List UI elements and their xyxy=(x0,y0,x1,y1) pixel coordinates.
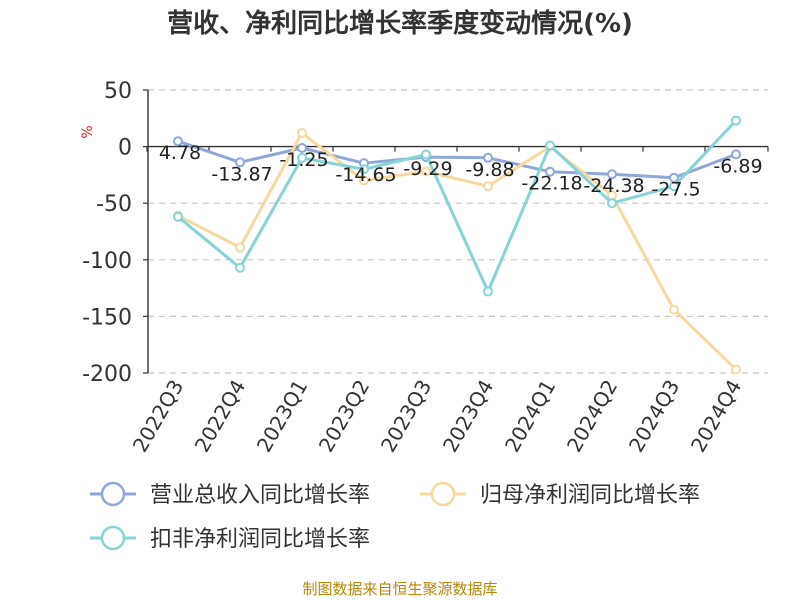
legend-item-2[interactable]: 归母净利润同比增长率 xyxy=(420,481,700,508)
series-3-point xyxy=(607,198,617,209)
data-label: 4.78 xyxy=(159,142,201,164)
x-tick-label: 2022Q3 xyxy=(128,376,188,457)
y-tick-label: -200 xyxy=(82,362,132,387)
series-3-point xyxy=(235,262,245,273)
series-1-point xyxy=(297,143,307,154)
series-3-point xyxy=(421,149,431,160)
legend-marker-icon xyxy=(100,525,126,551)
data-label: -24.38 xyxy=(583,175,644,197)
series-1-point xyxy=(483,152,493,163)
data-label: -27.5 xyxy=(651,179,700,201)
x-tick-label: 2022Q4 xyxy=(190,376,250,457)
series-2-point xyxy=(235,242,245,253)
gridlines xyxy=(148,89,768,374)
x-tick-label: 2024Q3 xyxy=(624,376,684,457)
y-tick-label: -50 xyxy=(96,192,132,217)
y-tick-label: -100 xyxy=(82,249,132,274)
legend-item-3[interactable]: 扣非净利润同比增长率 xyxy=(90,525,370,552)
x-tick-label: 2023Q1 xyxy=(252,376,312,457)
data-label: -13.87 xyxy=(211,163,272,185)
series-2-point xyxy=(483,181,493,192)
legend-marker-icon xyxy=(100,481,126,507)
legend-marker-icon xyxy=(430,481,456,507)
x-tick-label: 2024Q1 xyxy=(500,376,560,457)
legend-label: 归母净利润同比增长率 xyxy=(480,483,700,508)
series-1-point xyxy=(235,157,245,168)
series-line-2 xyxy=(177,131,738,371)
series-3-point xyxy=(669,181,679,192)
series-line-3 xyxy=(177,119,738,293)
y-tick-label: -150 xyxy=(82,305,132,330)
data-labels: 4.78 -13.87 -1.25 -14.65 -9.29 -9.88 -22.18 -24… xyxy=(159,142,763,201)
series-2-point xyxy=(297,128,307,139)
series-2-point xyxy=(669,304,679,315)
data-label: -6.89 xyxy=(713,155,762,177)
series-3-point xyxy=(483,286,493,297)
series-1-point xyxy=(731,149,741,160)
y-tick-label: 0 xyxy=(118,136,132,161)
series-1-point xyxy=(607,169,617,180)
x-tick-label: 2023Q4 xyxy=(438,376,498,457)
data-label: -22.18 xyxy=(521,173,582,195)
legend-label: 营业总收入同比增长率 xyxy=(150,483,370,508)
series-line-1 xyxy=(177,139,737,180)
x-tick-label: 2023Q3 xyxy=(376,376,436,457)
y-tick-label: 50 xyxy=(104,79,132,104)
data-label: -9.29 xyxy=(403,158,452,180)
series-3-point xyxy=(545,140,555,151)
series-3-point xyxy=(173,211,183,222)
series-group xyxy=(173,115,741,375)
y-axis-label: % xyxy=(80,125,96,138)
series-3-point xyxy=(359,164,369,175)
series-1-point xyxy=(545,166,555,177)
series-3-point xyxy=(731,115,741,126)
x-tick-label: 2023Q2 xyxy=(314,376,374,457)
series-3-point xyxy=(297,152,307,163)
data-label: -1.25 xyxy=(279,149,328,171)
chart-title: 营收、净利同比增长率季度变动情况(%) xyxy=(167,8,633,39)
series-2-point xyxy=(731,364,741,375)
source-note: 制图数据来自恒生聚源数据库 xyxy=(302,580,497,598)
data-label: -9.88 xyxy=(465,159,514,181)
data-label: -14.65 xyxy=(335,164,396,186)
legend-label: 扣非净利润同比增长率 xyxy=(150,527,370,552)
x-tick-label: 2024Q2 xyxy=(562,376,622,457)
series-2-point xyxy=(359,175,369,186)
x-tick-label: 2024Q4 xyxy=(686,376,746,457)
legend-item-1[interactable]: 营业总收入同比增长率 xyxy=(90,481,370,508)
series-2-point xyxy=(421,166,431,177)
series-1-point xyxy=(173,136,183,147)
